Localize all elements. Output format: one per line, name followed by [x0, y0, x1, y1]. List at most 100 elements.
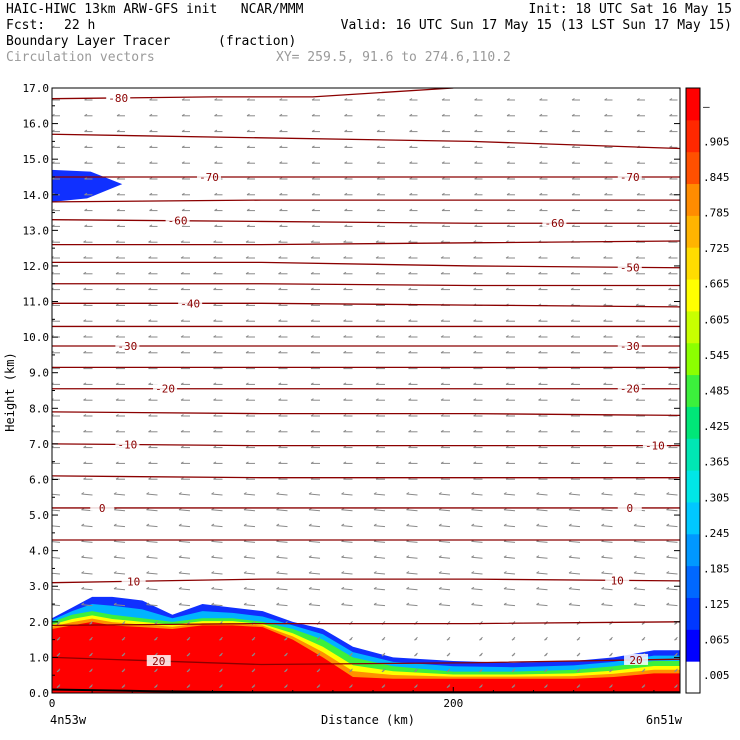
vector-arrowhead [148, 477, 152, 480]
vector-arrow [52, 541, 61, 543]
vector-arrowhead [279, 145, 283, 148]
vector-arrowhead [669, 192, 673, 196]
vector-arrow [503, 525, 516, 528]
vector-arrowhead [245, 287, 249, 291]
vector-arrowhead [576, 654, 580, 657]
vector-arrowhead [440, 256, 444, 259]
contour-label-bg [121, 575, 146, 587]
vector-arrowhead [180, 240, 184, 243]
vector-arrowhead [89, 638, 93, 641]
vector-arrowhead [503, 602, 507, 606]
vector-arrowhead [406, 602, 410, 606]
vector-arrowhead [538, 445, 542, 449]
vector-arrowhead [316, 669, 320, 673]
vector-arrow [568, 525, 581, 528]
contour-label: 10 [127, 575, 140, 588]
vector-arrowhead [669, 224, 673, 227]
colorbar-label: .605 [703, 313, 730, 326]
vector-arrow [666, 588, 678, 591]
vector-arrow [211, 525, 223, 528]
forecast-value: 22 h [64, 18, 96, 33]
vector-arrow [503, 556, 516, 559]
vector-arrow [276, 540, 288, 543]
vector-arrowhead [344, 192, 348, 196]
vector-arrowhead [276, 523, 280, 527]
vector-arrowhead [278, 271, 282, 275]
contour-label-bg [146, 655, 171, 667]
vector-arrowhead [603, 271, 607, 275]
vector-arrowhead [571, 145, 575, 148]
contour-label: 20 [629, 654, 642, 667]
vector-arrowhead [245, 319, 249, 322]
vector-arrowhead [408, 429, 412, 433]
vector-arrowhead [474, 192, 478, 196]
contour-label: -30 [117, 340, 137, 353]
vector-arrowhead [276, 586, 280, 590]
colorbar-label: .185 [703, 562, 730, 575]
vector-arrow [503, 509, 516, 512]
vector-arrowhead [181, 177, 185, 180]
vector-arrowhead [211, 602, 215, 606]
vector-arrowhead [245, 382, 249, 385]
forecast-label: Fcst: [6, 18, 46, 33]
vector-arrowhead [571, 161, 575, 164]
vector-arrowhead [311, 177, 315, 180]
vector-arrowhead [441, 98, 445, 101]
vector-arrowhead [474, 177, 478, 180]
vector-arrow [81, 588, 93, 591]
vector-arrowhead [409, 161, 413, 164]
vector-arrowhead [633, 492, 637, 495]
vector-arrowhead [471, 555, 475, 558]
vector-arrowhead [310, 414, 314, 417]
y-tick-label: 12.0 [23, 260, 50, 273]
vector-arrowhead [538, 319, 542, 322]
vector-arrowhead [214, 145, 218, 148]
colorbar-swatch [686, 151, 700, 185]
colorbar-swatch [686, 533, 700, 567]
vector-arrowhead [219, 654, 223, 657]
vector-arrow [503, 540, 516, 543]
contour-label: -60 [544, 217, 564, 230]
vector-arrowhead [115, 414, 119, 417]
vector-arrowhead [409, 129, 413, 133]
vector-arrowhead [409, 177, 413, 180]
vector-arrow [341, 493, 353, 496]
vector-arrowhead [180, 287, 184, 291]
vector-arrowhead [609, 669, 613, 673]
vector-arrowhead [349, 669, 353, 673]
vector-arrowhead [636, 192, 640, 196]
x-tick-label: 200 [443, 697, 463, 710]
vector-arrowhead [666, 555, 670, 558]
vector-arrowhead [505, 319, 509, 322]
vector-arrow [308, 509, 321, 512]
vector-arrowhead [570, 350, 574, 354]
vector-arrowhead [278, 461, 282, 464]
vector-arrow [666, 509, 678, 512]
tracer-upper-blob [52, 169, 123, 202]
contour-label-bg [617, 340, 642, 352]
vector-arrowhead [668, 461, 672, 464]
vector-arrowhead [636, 224, 640, 227]
vector-arrowhead [49, 493, 52, 495]
y-tick-label: 10.0 [23, 331, 50, 344]
vector-arrowhead [604, 113, 608, 117]
vector-arrowhead [568, 602, 572, 606]
vector-arrow [503, 572, 516, 575]
vector-arrowhead [666, 586, 670, 590]
vector-arrow [601, 509, 613, 512]
vector-arrowhead [81, 523, 85, 527]
vector-arrow [243, 493, 256, 496]
vector-arrowhead [180, 271, 184, 275]
vector-arrow [471, 540, 483, 543]
y-tick-label: 3.0 [29, 580, 49, 593]
vector-arrow [373, 540, 386, 543]
vector-arrowhead [473, 429, 477, 433]
vector-arrowhead [115, 271, 119, 275]
vector-arrowhead [121, 685, 125, 689]
contour-label: 10 [611, 574, 624, 587]
contour-label-bg [624, 653, 649, 665]
vector-arrow [178, 509, 191, 512]
vector-arrow [406, 493, 418, 496]
vector-arrowhead [243, 523, 247, 527]
vector-arrowhead [115, 350, 119, 354]
